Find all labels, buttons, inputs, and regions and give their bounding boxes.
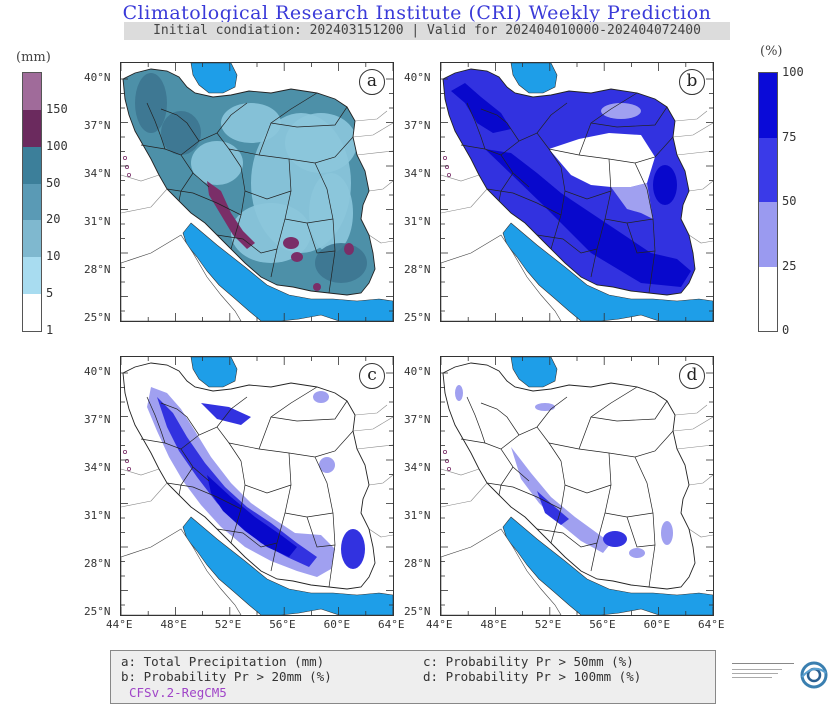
map-canvas xyxy=(441,357,713,615)
longitude-label: 56°E xyxy=(589,618,616,631)
model-name: CFSv.2-RegCM5 xyxy=(129,685,227,700)
colorbar-segment xyxy=(23,146,41,184)
latitude-label: 34°N xyxy=(404,167,431,180)
latitude-label: 28°N xyxy=(84,263,111,276)
legend-b: b: Probability Pr > 20mm (%) xyxy=(121,669,332,684)
institute-logo xyxy=(732,655,830,695)
right-colorbar-unit: (%) xyxy=(760,44,783,59)
colorbar-tick-label: 50 xyxy=(782,194,797,208)
map-panel-d: d xyxy=(440,356,714,616)
latitude-label: 34°N xyxy=(404,461,431,474)
colorbar-segment xyxy=(23,220,41,258)
colorbar-segment xyxy=(23,109,41,147)
latitude-label: 31°N xyxy=(404,509,431,522)
persian-gulf xyxy=(502,516,713,615)
colorbar-tick-label: 20 xyxy=(46,212,61,227)
colorbar-tick-label: 150 xyxy=(46,101,68,116)
longitude-label: 44°E xyxy=(106,618,133,631)
colorbar-segment xyxy=(759,266,777,331)
left-colorbar xyxy=(22,72,42,332)
legend-a: a: Total Precipitation (mm) xyxy=(121,654,325,669)
persian-gulf xyxy=(182,222,393,321)
latitude-label: 28°N xyxy=(404,557,431,570)
latitude-label: 31°N xyxy=(404,215,431,228)
legend-box: a: Total Precipitation (mm) c: Probabili… xyxy=(110,650,716,704)
panel-label-d: d xyxy=(679,363,705,389)
latitude-label: 34°N xyxy=(84,167,111,180)
latitude-label: 37°N xyxy=(404,119,431,132)
colorbar-segment xyxy=(759,202,777,267)
longitude-label: 64°E xyxy=(698,618,725,631)
latitude-label: 25°N xyxy=(404,311,431,324)
caspian-sea xyxy=(190,357,238,388)
latitude-label: 25°N xyxy=(84,605,111,618)
caspian-sea xyxy=(510,357,558,388)
longitude-label: 64°E xyxy=(378,618,405,631)
colorbar-tick-label: 100 xyxy=(782,65,804,79)
latitude-label: 40°N xyxy=(84,365,111,378)
latitude-label: 40°N xyxy=(84,71,111,84)
persian-gulf xyxy=(502,222,713,321)
latitude-label: 34°N xyxy=(84,461,111,474)
latitude-label: 28°N xyxy=(84,557,111,570)
colorbar-tick-label: 100 xyxy=(46,138,68,153)
panel-label-b: b xyxy=(679,69,705,95)
longitude-label: 56°E xyxy=(269,618,296,631)
latitude-label: 37°N xyxy=(404,413,431,426)
longitude-label: 60°E xyxy=(323,618,351,631)
longitude-label: 48°E xyxy=(480,618,507,631)
figure-title: Climatological Research Institute (CRI) … xyxy=(122,2,712,24)
caspian-sea xyxy=(190,63,238,94)
panel-label-c: c xyxy=(359,363,385,389)
map-panel-b: b xyxy=(440,62,714,322)
map-canvas xyxy=(121,63,393,321)
longitude-label: 48°E xyxy=(160,618,187,631)
latitude-label: 40°N xyxy=(404,365,431,378)
colorbar-tick-label: 5 xyxy=(46,286,54,301)
colorbar-tick-label: 10 xyxy=(46,249,61,264)
colorbar-segment xyxy=(23,294,41,331)
latitude-label: 31°N xyxy=(84,509,111,522)
latitude-label: 40°N xyxy=(404,71,431,84)
latitude-label: 37°N xyxy=(84,119,111,132)
colorbar-tick-label: 50 xyxy=(46,175,61,190)
longitude-label: 52°E xyxy=(534,618,562,631)
caspian-sea xyxy=(510,63,558,94)
longitude-label: 44°E xyxy=(426,618,453,631)
map-canvas xyxy=(121,357,393,615)
left-colorbar-unit: (mm) xyxy=(16,50,51,65)
colorbar-tick-label: 75 xyxy=(782,129,797,144)
colorbar-segment xyxy=(23,73,41,110)
latitude-label: 31°N xyxy=(84,215,111,228)
map-canvas xyxy=(441,63,713,321)
map-panel-c: c xyxy=(120,356,394,616)
right-colorbar xyxy=(758,72,778,332)
map-panel-a: a xyxy=(120,62,394,322)
colorbar-segment xyxy=(759,73,777,138)
legend-c: c: Probability Pr > 50mm (%) xyxy=(423,654,634,669)
legend-d: d: Probability Pr > 100mm (%) xyxy=(423,669,642,684)
latitude-label: 28°N xyxy=(404,263,431,276)
latitude-label: 25°N xyxy=(404,605,431,618)
figure-subtitle: Initial condiation: 202403151200 | Valid… xyxy=(124,22,730,40)
panel-label-a: a xyxy=(359,69,385,95)
colorbar-segment xyxy=(759,137,777,202)
colorbar-tick-label: 1 xyxy=(46,323,54,337)
logo-emblem-icon xyxy=(732,661,828,689)
latitude-label: 25°N xyxy=(84,311,111,324)
longitude-label: 52°E xyxy=(214,618,242,631)
colorbar-tick-label: 0 xyxy=(782,323,790,337)
colorbar-segment xyxy=(23,257,41,295)
colorbar-tick-label: 25 xyxy=(782,258,797,273)
colorbar-segment xyxy=(23,183,41,221)
latitude-label: 37°N xyxy=(84,413,111,426)
persian-gulf xyxy=(182,516,393,615)
longitude-label: 60°E xyxy=(643,618,671,631)
